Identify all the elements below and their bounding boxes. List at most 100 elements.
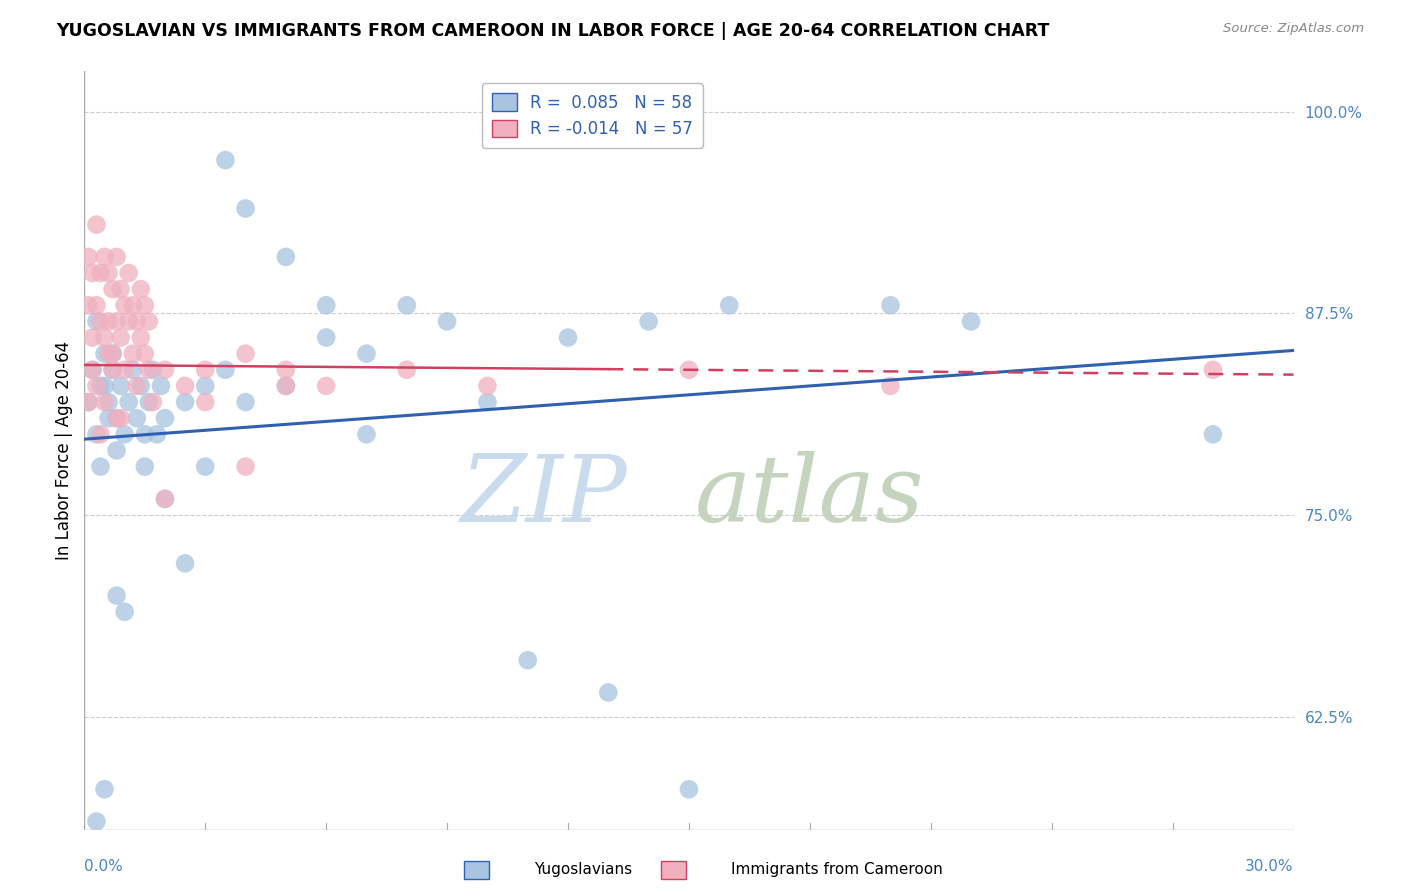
Point (138, 395, 160, 409)
Point (142, 363, 165, 377)
Point (436, 314, 458, 328)
Point (235, 459, 257, 474)
Text: ZIP: ZIP (461, 451, 627, 541)
Point (174, 557, 197, 571)
Point (86, 298, 108, 312)
Point (118, 314, 141, 328)
Point (557, 330, 579, 344)
Point (105, 314, 128, 328)
Point (235, 395, 257, 409)
Point (77, 395, 100, 409)
Point (97, 314, 120, 328)
Point (97, 346, 120, 360)
Point (134, 427, 156, 442)
Point (129, 330, 152, 344)
Point (274, 363, 297, 377)
Point (138, 363, 160, 377)
Point (105, 443, 128, 458)
Point (121, 298, 143, 312)
Point (82, 363, 104, 377)
Point (960, 314, 983, 328)
Text: Source: ZipAtlas.com: Source: ZipAtlas.com (1223, 22, 1364, 36)
Point (356, 346, 378, 360)
Point (146, 427, 169, 442)
Point (93, 330, 115, 344)
Point (121, 363, 143, 377)
Text: Immigrants from Cameroon: Immigrants from Cameroon (731, 863, 943, 877)
Point (194, 459, 217, 474)
Point (315, 330, 337, 344)
Text: atlas: atlas (695, 451, 925, 541)
Point (1202, 363, 1225, 377)
Point (105, 411, 128, 425)
Point (235, 346, 257, 360)
Point (110, 282, 132, 296)
Point (153, 491, 176, 506)
Point (93, 250, 115, 264)
Point (194, 363, 217, 377)
Point (134, 298, 156, 312)
Point (114, 363, 136, 377)
Point (153, 363, 176, 377)
Point (174, 395, 197, 409)
Point (134, 459, 156, 474)
Point (93, 782, 115, 797)
Point (101, 363, 124, 377)
Point (82, 266, 104, 280)
Point (879, 379, 901, 393)
Text: 0.0%: 0.0% (84, 859, 124, 873)
Point (477, 395, 499, 409)
Point (121, 346, 143, 360)
Point (86, 314, 108, 328)
Point (118, 266, 141, 280)
Point (125, 411, 148, 425)
Point (138, 314, 160, 328)
Point (101, 346, 124, 360)
Point (598, 685, 620, 699)
Point (315, 298, 337, 312)
Point (118, 395, 141, 409)
Point (678, 363, 700, 377)
Point (879, 298, 901, 312)
Point (97, 266, 120, 280)
Point (125, 379, 148, 393)
Point (194, 379, 217, 393)
Point (93, 395, 115, 409)
Text: YUGOSLAVIAN VS IMMIGRANTS FROM CAMEROON IN LABOR FORCE | AGE 20-64 CORRELATION C: YUGOSLAVIAN VS IMMIGRANTS FROM CAMEROON … (56, 22, 1050, 40)
Text: Yugoslavians: Yugoslavians (534, 863, 633, 877)
Point (114, 605, 136, 619)
Point (105, 250, 128, 264)
Point (214, 153, 236, 167)
Point (89, 266, 111, 280)
Point (105, 411, 128, 425)
Y-axis label: In Labor Force | Age 20-64: In Labor Force | Age 20-64 (55, 341, 73, 560)
Point (77, 395, 100, 409)
Point (637, 314, 659, 328)
Point (134, 346, 156, 360)
Point (89, 379, 111, 393)
Point (93, 346, 115, 360)
Point (86, 427, 108, 442)
Point (235, 202, 257, 216)
Point (97, 411, 120, 425)
Point (274, 250, 297, 264)
Point (125, 314, 148, 328)
Point (89, 459, 111, 474)
Point (114, 427, 136, 442)
Point (101, 363, 124, 377)
Point (142, 395, 165, 409)
Point (174, 379, 197, 393)
Point (89, 314, 111, 328)
Point (129, 379, 152, 393)
Point (93, 379, 115, 393)
Point (477, 379, 499, 393)
Legend: R =  0.085   N = 58, R = -0.014   N = 57: R = 0.085 N = 58, R = -0.014 N = 57 (482, 84, 703, 148)
Point (395, 298, 418, 312)
Point (516, 653, 538, 667)
Point (153, 491, 176, 506)
Point (114, 298, 136, 312)
Point (153, 411, 176, 425)
Point (77, 250, 100, 264)
Point (129, 282, 152, 296)
Point (101, 282, 124, 296)
